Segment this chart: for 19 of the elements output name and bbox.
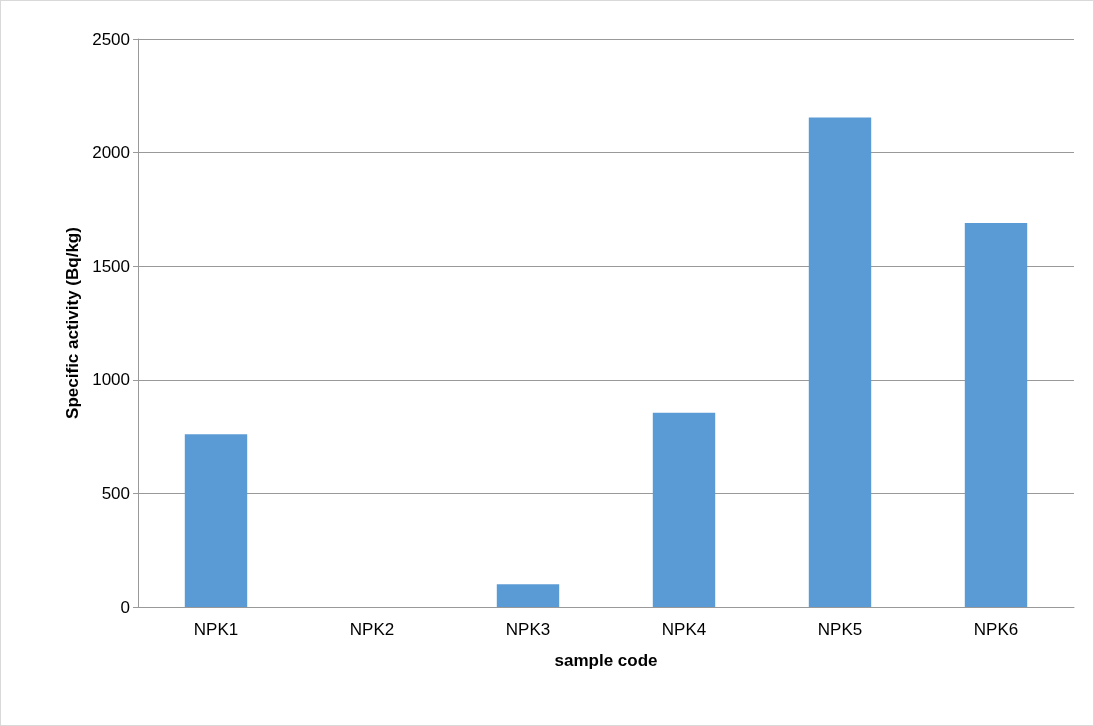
- x-tick-label: NPK2: [349, 620, 395, 639]
- y-tick-label: 1500: [92, 256, 130, 276]
- y-tick-label: 500: [101, 483, 130, 503]
- bar: [496, 584, 560, 607]
- x-tick-label: NPK1: [193, 620, 239, 639]
- y-tick-label: 2500: [92, 29, 130, 49]
- x-tick-label: NPK5: [817, 620, 863, 639]
- y-tick-label: 0: [120, 597, 130, 617]
- x-tick-label: NPK6: [973, 620, 1019, 639]
- bar: [808, 117, 872, 607]
- bar: [964, 223, 1028, 607]
- x-axis-title: sample code: [554, 651, 658, 670]
- x-tick-label: NPK4: [661, 620, 707, 639]
- bar: [184, 434, 248, 607]
- x-tick-label: NPK3: [505, 620, 551, 639]
- y-axis-title: Specific activity (Bq/kg): [63, 227, 83, 419]
- y-tick-label: 1000: [92, 370, 130, 390]
- bar: [652, 412, 716, 607]
- y-tick-label: 2000: [92, 143, 130, 163]
